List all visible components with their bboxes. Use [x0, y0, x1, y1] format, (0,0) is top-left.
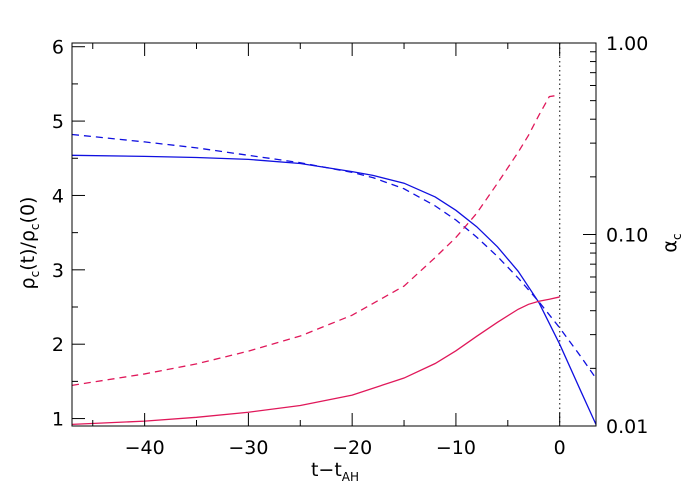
y-left-tick-label: 2 [52, 334, 64, 356]
y-right-tick-label: 1.00 [606, 33, 648, 55]
series-layer [72, 43, 596, 426]
x-tick-label: −20 [332, 437, 372, 459]
y-right-tick-label: 0.01 [606, 416, 648, 438]
series-line-2 [72, 296, 560, 425]
y-left-tick-label: 1 [52, 409, 64, 431]
plot-frame [71, 42, 597, 427]
y-right-axis-label: αc [659, 233, 684, 252]
y-left-tick-label: 5 [52, 111, 64, 133]
x-tick-label: −30 [228, 437, 268, 459]
y-left-tick-label: 6 [52, 37, 64, 59]
x-tick-label: −10 [436, 437, 476, 459]
series-line-1 [72, 133, 596, 379]
y-left-tick-label: 3 [52, 260, 64, 282]
tick-marks [72, 42, 596, 427]
series-line-0 [72, 154, 596, 425]
series-line-3 [72, 94, 560, 387]
series-group [72, 43, 596, 426]
y-left-tick-label: 4 [52, 185, 64, 207]
tick-labels: −40 −30 −20 −10 0 1 2 3 4 5 6 0.01 0.10 1.00 [52, 33, 648, 459]
x-axis-label: t−tAH [311, 459, 359, 484]
y-right-tick-label: 0.10 [606, 225, 648, 247]
x-tick-label: −40 [125, 437, 165, 459]
x-tick-label: 0 [554, 437, 566, 459]
plot-border [71, 42, 597, 427]
y-left-axis-label: ρc(t)/ρc(0) [17, 197, 42, 290]
